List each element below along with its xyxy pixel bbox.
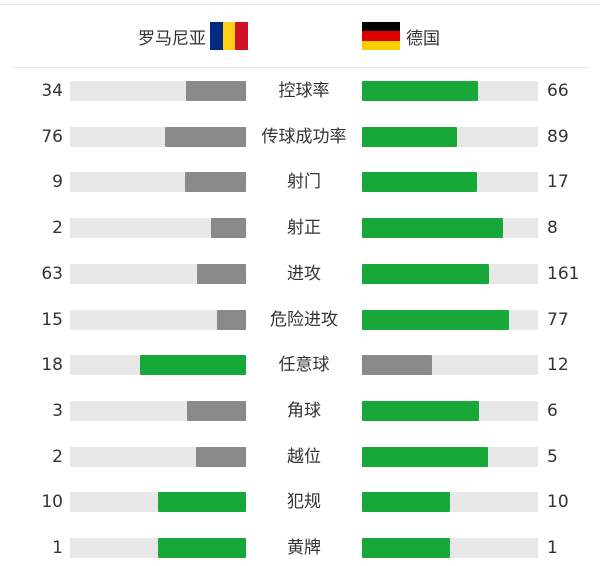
home-bar-fill xyxy=(195,446,246,467)
home-bar-fill xyxy=(164,126,246,147)
away-bar-track xyxy=(362,538,538,558)
away-bar-fill xyxy=(362,446,488,467)
home-bar-fill xyxy=(158,538,246,558)
home-bar-track xyxy=(70,218,246,239)
home-bar-track xyxy=(70,538,246,558)
top-divider xyxy=(0,4,600,5)
away-bar-track xyxy=(362,172,538,193)
stat-label: 射门 xyxy=(287,172,321,193)
home-value: 63 xyxy=(41,263,63,284)
away-value: 89 xyxy=(547,126,569,147)
home-bar-fill xyxy=(140,355,246,376)
away-value: 10 xyxy=(547,492,569,513)
home-value: 76 xyxy=(41,126,63,147)
home-bar-track xyxy=(70,400,246,421)
germany-flag-icon xyxy=(362,22,400,50)
stat-label: 进攻 xyxy=(287,263,321,284)
home-bar-fill xyxy=(187,400,246,421)
away-value: 8 xyxy=(547,218,558,239)
away-value: 17 xyxy=(547,172,569,193)
away-bar-fill xyxy=(362,172,478,193)
stat-row: 3 角球 6 xyxy=(0,400,600,422)
stat-row: 34 控球率 66 xyxy=(0,80,600,102)
home-team: 罗马尼亚 xyxy=(138,22,249,50)
stat-row: 2 射正 8 xyxy=(0,217,600,239)
stat-label: 传球成功率 xyxy=(261,126,347,147)
away-bar-fill xyxy=(362,218,503,239)
home-bar-track xyxy=(70,126,246,147)
home-value: 3 xyxy=(52,400,63,421)
stat-row: 10 犯规 10 xyxy=(0,491,600,513)
stat-label: 射正 xyxy=(287,218,321,239)
home-bar-fill xyxy=(210,218,246,239)
stat-label: 犯规 xyxy=(287,492,321,513)
home-value: 9 xyxy=(52,172,63,193)
away-bar-fill xyxy=(362,81,479,101)
home-bar-track xyxy=(70,446,246,467)
stat-row: 2 越位 5 xyxy=(0,446,600,468)
home-bar-track xyxy=(70,81,246,101)
home-value: 1 xyxy=(52,538,63,558)
home-bar-track xyxy=(70,492,246,513)
home-value: 10 xyxy=(41,492,63,513)
home-bar-fill xyxy=(217,309,246,330)
stat-label: 角球 xyxy=(287,400,321,421)
home-team-name: 罗马尼亚 xyxy=(138,28,206,49)
away-value: 6 xyxy=(547,400,558,421)
stat-label: 控球率 xyxy=(278,81,330,101)
away-bar-track xyxy=(362,263,538,284)
away-value: 1 xyxy=(547,538,558,558)
away-bar-fill xyxy=(362,355,433,376)
away-bar-track xyxy=(362,126,538,147)
away-value: 161 xyxy=(547,263,580,284)
away-bar-track xyxy=(362,309,538,330)
away-bar-track xyxy=(362,492,538,513)
away-value: 77 xyxy=(547,309,569,330)
away-bar-track xyxy=(362,446,538,467)
away-bar-track xyxy=(362,400,538,421)
home-value: 2 xyxy=(52,218,63,239)
home-bar-fill xyxy=(185,172,246,193)
away-bar-fill xyxy=(362,309,510,330)
stat-row: 1 黄牌 1 xyxy=(0,537,600,559)
home-value: 18 xyxy=(41,355,63,376)
stat-label: 任意球 xyxy=(278,355,330,376)
away-team-name: 德国 xyxy=(406,28,440,49)
home-value: 34 xyxy=(41,81,63,101)
away-bar-fill xyxy=(362,126,457,147)
stat-row: 18 任意球 12 xyxy=(0,354,600,376)
away-bar-track xyxy=(362,218,538,239)
home-bar-track xyxy=(70,355,246,376)
stat-label: 越位 xyxy=(287,446,321,467)
home-bar-track xyxy=(70,263,246,284)
away-bar-fill xyxy=(362,492,450,513)
away-value: 66 xyxy=(547,81,569,101)
away-bar-fill xyxy=(362,538,450,558)
home-value: 15 xyxy=(41,309,63,330)
home-bar-fill xyxy=(158,492,246,513)
home-value: 2 xyxy=(52,446,63,467)
home-bar-track xyxy=(70,172,246,193)
home-bar-fill xyxy=(196,263,246,284)
away-value: 5 xyxy=(547,446,558,467)
away-bar-track xyxy=(362,81,538,101)
stat-label: 黄牌 xyxy=(287,538,321,558)
stat-label: 危险进攻 xyxy=(270,309,338,330)
stat-row: 63 进攻 161 xyxy=(0,263,600,285)
away-team: 德国 xyxy=(362,22,440,50)
away-bar-track xyxy=(362,355,538,376)
home-bar-fill xyxy=(186,81,246,101)
away-value: 12 xyxy=(547,355,569,376)
away-bar-fill xyxy=(362,400,480,421)
romania-flag-icon xyxy=(210,22,249,50)
stat-row: 9 射门 17 xyxy=(0,171,600,193)
stat-row: 15 危险进攻 77 xyxy=(0,309,600,331)
stat-row: 76 传球成功率 89 xyxy=(0,126,600,148)
header-divider xyxy=(12,67,589,68)
away-bar-fill xyxy=(362,263,489,284)
home-bar-track xyxy=(70,309,246,330)
